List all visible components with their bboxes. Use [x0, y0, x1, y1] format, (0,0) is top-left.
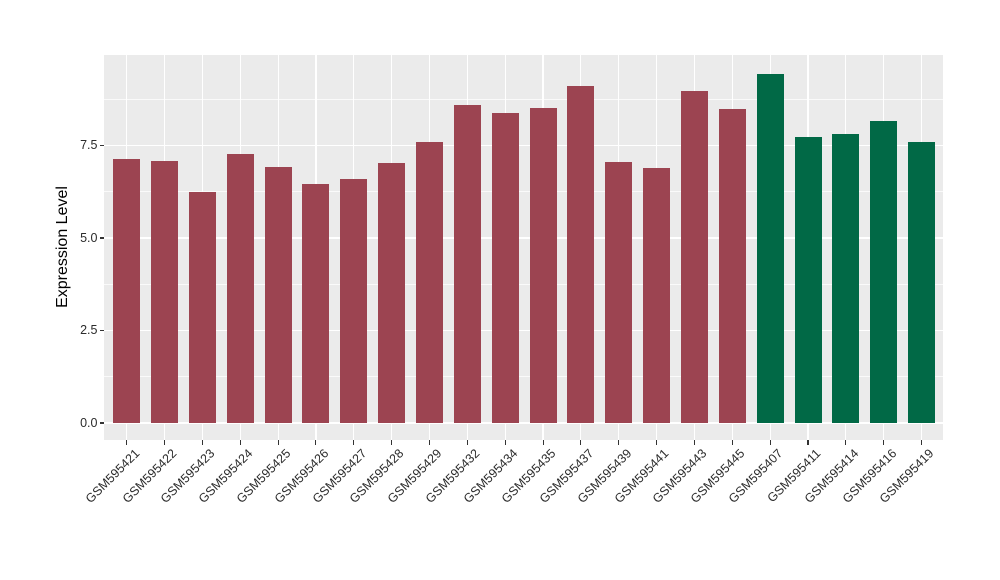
bar-GSM595434: [491, 112, 519, 423]
gridline-horizontal-minor: [104, 191, 943, 193]
bar-GSM595424: [226, 154, 254, 423]
bar-GSM595421: [113, 159, 141, 423]
bar-GSM595411: [794, 137, 822, 423]
x-axis-tick: [391, 440, 393, 445]
gridline-horizontal-major: [104, 144, 943, 147]
y-axis-tick: [99, 144, 104, 147]
y-axis-tick: [99, 329, 104, 332]
bar-GSM595426: [302, 183, 330, 423]
gridline-horizontal-minor: [104, 376, 943, 378]
x-axis-tick: [693, 440, 695, 445]
x-axis-tick: [277, 440, 279, 445]
plot-panel: [104, 55, 943, 440]
gridline-horizontal-minor: [104, 98, 943, 100]
x-axis-tick: [504, 440, 506, 445]
bar-GSM595443: [680, 91, 708, 423]
x-axis-tick: [239, 440, 241, 445]
x-axis-tick: [542, 440, 544, 445]
x-axis-tick: [580, 440, 582, 445]
x-axis-tick: [769, 440, 771, 445]
gridline-horizontal-major: [104, 329, 943, 332]
bar-GSM595437: [567, 85, 595, 423]
bar-GSM595445: [718, 108, 746, 423]
x-axis-tick: [921, 440, 923, 445]
x-axis-tick: [845, 440, 847, 445]
bar-GSM595432: [453, 105, 481, 423]
bar-GSM595422: [151, 161, 179, 423]
y-tick-label: 0.0: [80, 415, 98, 430]
gridline-horizontal-major: [104, 237, 943, 239]
x-axis-tick: [126, 440, 128, 445]
x-axis-tick: [807, 440, 809, 445]
x-axis-tick: [315, 440, 317, 445]
y-axis-tick: [99, 422, 104, 424]
y-tick-label: 5.0: [80, 230, 98, 245]
bar-GSM595416: [870, 120, 898, 423]
x-axis-tick: [428, 440, 431, 445]
x-axis-tick: [883, 440, 885, 445]
gridline-horizontal-minor: [104, 283, 943, 285]
y-axis-title: Expression Level: [54, 185, 71, 308]
y-tick-label: 7.5: [80, 138, 98, 152]
bar-GSM595427: [340, 179, 368, 423]
x-axis-tick: [201, 440, 203, 445]
bar-GSM595425: [264, 166, 292, 423]
bar-GSM595428: [378, 162, 406, 423]
x-axis-tick: [353, 440, 355, 445]
bar-GSM595414: [832, 133, 860, 423]
x-axis-tick: [164, 440, 166, 445]
bar-GSM595435: [529, 108, 557, 423]
bar-GSM595439: [605, 162, 633, 423]
bar-GSM595423: [188, 191, 216, 423]
gridline-horizontal-major: [104, 422, 943, 424]
y-axis-tick: [99, 237, 104, 239]
x-axis-tick: [618, 440, 620, 445]
bar-GSM595429: [416, 142, 443, 423]
bar-GSM595441: [643, 168, 671, 423]
x-axis-tick: [731, 440, 733, 445]
x-axis-tick: [466, 440, 468, 445]
bar-GSM595419: [908, 141, 936, 423]
y-tick-label: 2.5: [80, 323, 98, 337]
bar-GSM595407: [756, 73, 784, 423]
x-axis-tick: [656, 440, 658, 445]
